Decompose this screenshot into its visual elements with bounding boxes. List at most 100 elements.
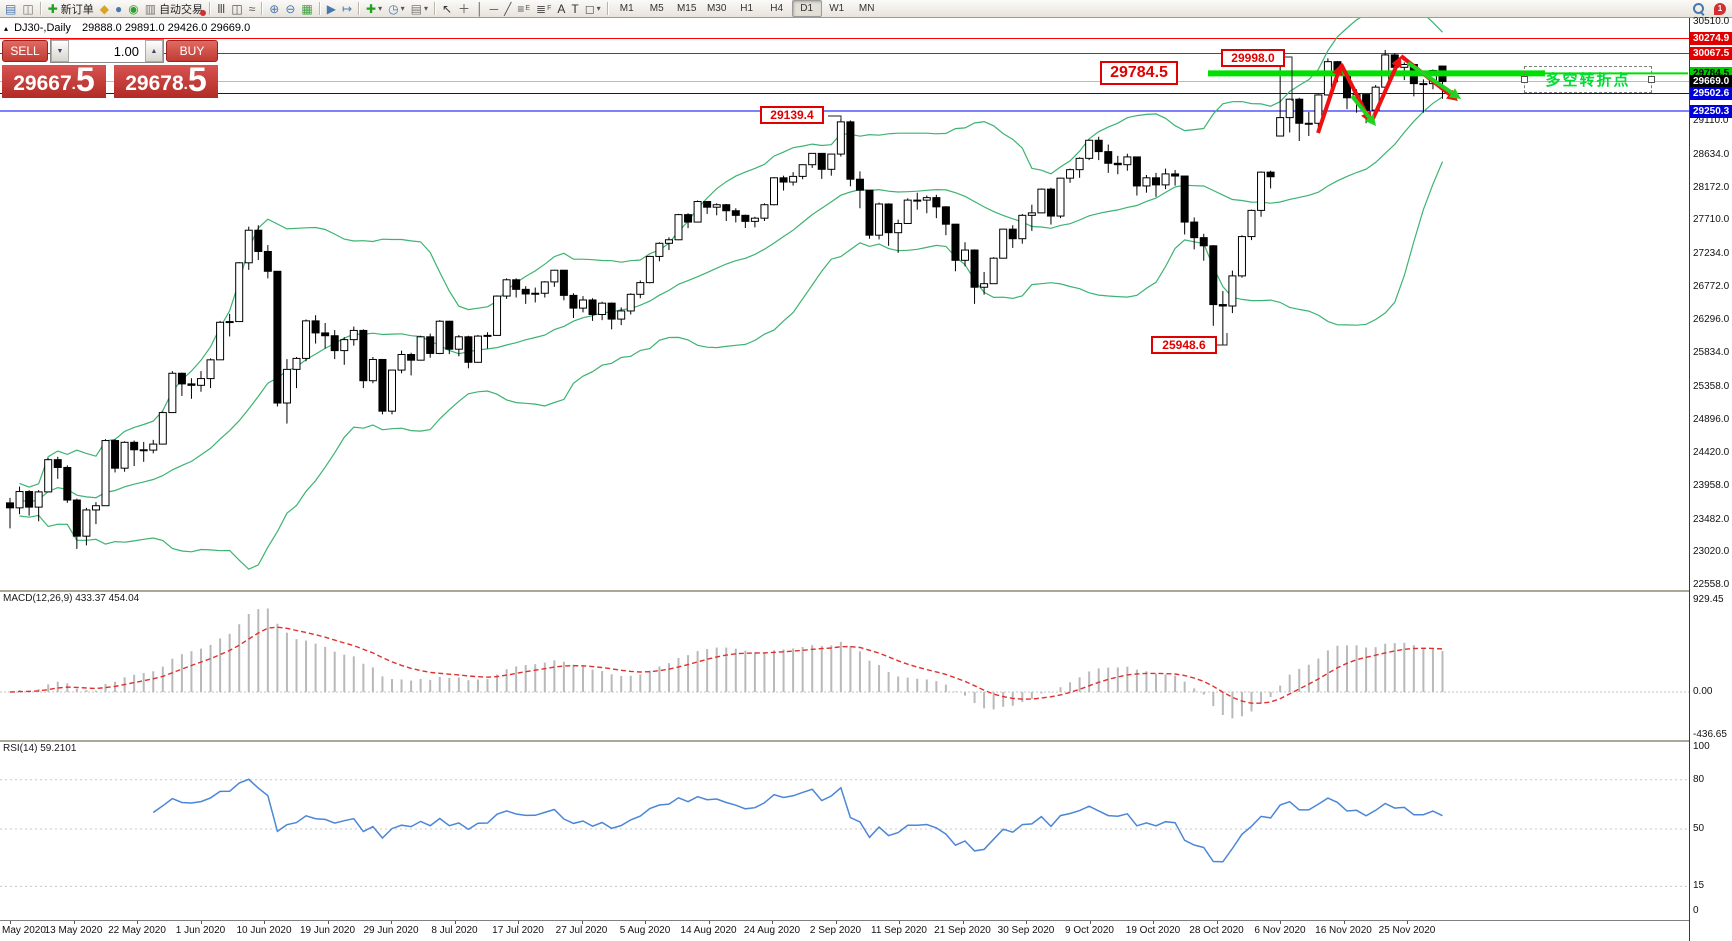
chevron-down-icon[interactable]: ▾ [400, 4, 405, 13]
date-label: 24 Aug 2020 [743, 925, 801, 936]
tile-windows-icon[interactable]: ▦ [298, 1, 315, 17]
annotation-price-label-29139[interactable]: 29139.4 [760, 106, 824, 124]
buy-button[interactable]: BUY [166, 40, 218, 62]
chart-profile-icon[interactable]: ◫ [19, 1, 36, 17]
chart-shift-icon[interactable]: ↦ [339, 1, 355, 17]
date-tick-mark [581, 921, 583, 924]
sell-button[interactable]: SELL [2, 40, 48, 62]
equidistant-channel-icon: ≡ [517, 1, 525, 16]
annotation-price-label-25948[interactable]: 25948.6 [1151, 336, 1217, 354]
rsi-tick: 0 [1693, 905, 1699, 916]
zoom-out-icon[interactable]: ⊖ [282, 1, 298, 17]
chart-ohlc-readout: 29888.0 29891.0 29426.0 29669.0 [82, 22, 251, 34]
price-tick: 22558.0 [1693, 579, 1730, 591]
date-tick-mark [1407, 921, 1408, 924]
auto-trading-icon[interactable]: ▥ 自动交易 [142, 1, 207, 17]
price-tick: 29110.0 [1693, 115, 1729, 127]
volume-value[interactable]: 1.00 [113, 43, 139, 59]
new-order-icon: ✚ [47, 1, 58, 16]
buy-price[interactable]: 29678 . 5 [114, 63, 218, 98]
annotation-text-turning-point[interactable]: 多空转折点 [1521, 66, 1655, 93]
candlestick-chart-icon[interactable]: ◫ [228, 1, 245, 17]
text-label-icon[interactable]: T [568, 1, 581, 17]
timeframe-mn[interactable]: MN [858, 3, 875, 14]
annotation-price-label-29998[interactable]: 29998.0 [1221, 49, 1285, 67]
price-tick: 23958.0 [1693, 480, 1730, 492]
macd-tick: 929.45 [1693, 593, 1724, 605]
date-tick-mark [1089, 921, 1091, 924]
timeframe-m15[interactable]: M15 [676, 3, 697, 14]
styler-icon[interactable]: ◆ [97, 1, 112, 17]
bar-chart-icon[interactable]: Ⅲ [214, 1, 228, 17]
trendline-icon[interactable]: ╱ [501, 1, 514, 17]
fibonacci-icon[interactable]: ≣ F [533, 1, 554, 17]
date-label: 17 Jul 2020 [492, 925, 544, 936]
auto-scroll-icon: ▶ [326, 1, 336, 16]
templates-icon[interactable]: ▤ ▾ [408, 1, 431, 17]
periods-icon[interactable]: ◷ ▾ [385, 1, 408, 17]
rsi-indicator-label: RSI(14) 59.2101 [3, 743, 77, 754]
chevron-down-icon[interactable]: ▾ [378, 4, 383, 13]
date-label: May 2020 [2, 925, 46, 936]
chevron-down-icon[interactable]: ▾ [596, 4, 601, 13]
rsi-pane-canvas[interactable] [0, 742, 1689, 920]
price-tick: 26772.0 [1693, 280, 1730, 292]
date-label: 10 Jun 2020 [236, 925, 292, 936]
timeframe-m1[interactable]: M1 [619, 3, 634, 14]
indicators-icon[interactable]: ✚ ▾ [363, 1, 385, 17]
date-tick-mark [1280, 921, 1281, 924]
date-tick-mark [835, 921, 837, 924]
date-label: 13 May 2020 [44, 925, 103, 936]
depth-of-market-icon: ● [114, 1, 123, 16]
new-order-icon[interactable]: ✚ 新订单 [45, 1, 97, 17]
timeframe-h4[interactable]: H4 [770, 3, 784, 14]
price-tag: 29250.3 [1690, 104, 1732, 118]
search-icon[interactable] [1693, 3, 1705, 16]
line-chart-icon[interactable]: ≈ [246, 1, 259, 17]
indicators-icon: ✚ [366, 1, 377, 16]
date-axis[interactable]: May 2020 13 May 2020 22 May 2020 1 Jun 2020… [0, 920, 1689, 941]
chart-shift-icon: ↦ [341, 1, 353, 16]
macd-pane-canvas[interactable] [0, 592, 1689, 740]
notification-icon[interactable]: 1 [1714, 2, 1726, 15]
equidistant-channel-icon[interactable]: ≡ E [514, 1, 533, 17]
date-tick-mark [1343, 921, 1345, 924]
timeframe-m30[interactable]: M30 [706, 3, 727, 14]
date-tick-mark [962, 921, 964, 924]
new-chart-icon[interactable]: ▤ [2, 1, 19, 17]
zoom-in-icon[interactable]: ⊕ [266, 1, 282, 17]
crosshair-icon[interactable]: ＋ [455, 1, 473, 17]
price-chart-canvas[interactable] [0, 18, 1689, 590]
arrows-icon[interactable]: ◻ ▾ [582, 1, 604, 17]
price-axis[interactable]: 30510.0 29110.0 28634.0 28172.0 27710.0 27234… [1689, 16, 1732, 941]
vertical-line-icon[interactable]: │ [473, 1, 487, 17]
selection-handle[interactable] [1648, 76, 1655, 83]
timeframe-w1[interactable]: W1 [829, 3, 845, 14]
auto-scroll-icon[interactable]: ▶ [324, 1, 339, 17]
date-label: 30 Sep 2020 [997, 925, 1055, 936]
new-order-icon-label: 新订单 [60, 3, 94, 16]
annotation-price-label-29784[interactable]: 29784.5 [1100, 61, 1178, 85]
chevron-down-icon[interactable]: ▾ [423, 4, 428, 13]
date-tick-mark [708, 921, 710, 924]
depth-of-market-icon[interactable]: ● [112, 1, 125, 17]
sell-price[interactable]: 29667 . 5 [2, 63, 106, 98]
text-icon: A [557, 1, 566, 16]
volume-decrease-button[interactable]: ▼ [51, 40, 69, 62]
volume-increase-button[interactable]: ▲ [145, 40, 163, 62]
date-tick-mark [200, 921, 202, 924]
timeframe-m5[interactable]: M5 [649, 3, 664, 14]
pane-separator[interactable] [0, 590, 1689, 592]
cursor-icon[interactable]: ↖ [439, 1, 455, 17]
pane-separator[interactable] [0, 740, 1689, 742]
selection-handle[interactable] [1521, 76, 1528, 83]
price-tick: 28634.0 [1693, 148, 1730, 160]
signals-icon[interactable]: ◉ [125, 1, 141, 17]
bar-chart-icon: Ⅲ [217, 1, 226, 16]
date-tick-mark [454, 921, 456, 924]
horizontal-line-icon[interactable]: ─ [487, 1, 502, 17]
timeframe-d1[interactable]: D1 [791, 0, 822, 17]
timeframe-h1[interactable]: H1 [740, 3, 754, 14]
text-icon[interactable]: A [554, 1, 568, 17]
